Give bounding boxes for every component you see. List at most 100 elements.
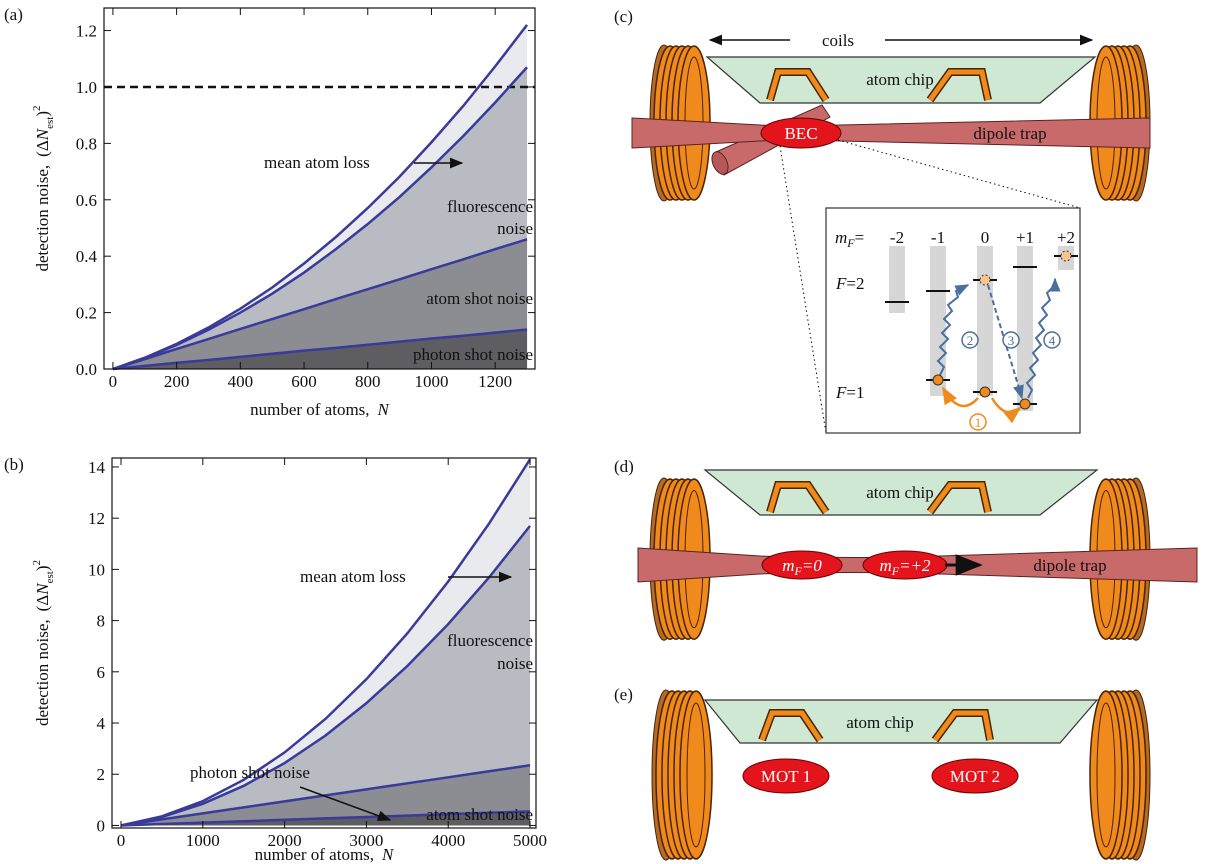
annotation-arrow	[299, 786, 392, 821]
transfer	[990, 397, 1022, 424]
trap-label: dipole trap	[1033, 556, 1106, 575]
annotation: noise	[497, 654, 533, 673]
cloud-label: mF=0	[782, 556, 822, 578]
x-tick-label: 3000	[349, 831, 383, 850]
noise-line	[120, 458, 532, 827]
cloud-label: mF=+2	[879, 556, 931, 578]
noise-line	[112, 328, 528, 371]
y-label-close: )	[33, 565, 52, 571]
y-tick-label: 0.6	[76, 191, 97, 210]
y-label-close: )	[33, 111, 52, 117]
atom	[1060, 250, 1072, 262]
mf-eq: =	[855, 228, 865, 247]
bec	[760, 117, 842, 149]
x-tick-label: 0	[109, 372, 118, 391]
cloud-m: m	[782, 556, 794, 575]
level-bar	[1017, 246, 1033, 411]
cloud-sub: F	[891, 564, 900, 578]
atom	[979, 386, 991, 398]
y-axis-label: detection noise, (ΔNest)2	[31, 560, 56, 726]
step-circle	[1002, 331, 1020, 349]
x-axis-label: number of atoms, N	[255, 845, 395, 864]
y-tick-label: 0.4	[76, 247, 98, 266]
x-tick-label: 1200	[478, 372, 512, 391]
step-label: 2	[967, 333, 974, 348]
cloud-sub: F	[793, 564, 802, 578]
x-tick-label: 200	[164, 372, 190, 391]
zoom-line	[837, 139, 1081, 209]
annotation: fluorescence	[447, 197, 533, 216]
cloud-value: =+2	[899, 556, 931, 575]
x-label-var: N	[377, 400, 391, 419]
chip-label: atom chip	[866, 483, 934, 502]
bec-label: BEC	[784, 124, 817, 143]
x-tick-label: 5000	[513, 831, 547, 850]
y-tick-label: 1.0	[76, 78, 97, 97]
y-tick-label: 12	[88, 509, 105, 528]
level-bar	[889, 246, 905, 313]
step-circle	[969, 413, 987, 431]
panel-label: (e)	[614, 685, 633, 704]
transition	[1025, 277, 1061, 399]
x-tick-label: 0	[117, 831, 126, 850]
x-tick-label: 1000	[414, 372, 448, 391]
y-label-sub: est	[44, 571, 56, 583]
y-label-sub: est	[44, 117, 56, 129]
y-tick-label: 0	[97, 816, 106, 835]
right-coil	[1089, 689, 1151, 861]
plot-frame	[111, 457, 537, 829]
wire	[927, 482, 991, 514]
noise-line	[120, 810, 531, 827]
annotation: noise	[497, 219, 533, 238]
x-tick-label: 400	[228, 372, 254, 391]
y-tick-label: 0.8	[76, 134, 97, 153]
atom	[979, 274, 991, 286]
step-circle	[1043, 331, 1061, 349]
f-symbol: F	[835, 274, 847, 293]
dipole-trap	[631, 117, 1151, 149]
level-label: -2	[890, 228, 904, 247]
f-value: =2	[846, 274, 864, 293]
y-label-sup: 2	[31, 560, 43, 566]
y-label-var: N	[33, 127, 52, 141]
x-label-text: number of atoms,	[255, 845, 374, 864]
wire	[932, 710, 993, 742]
y-label-sup: 2	[31, 105, 43, 111]
y-label-var: N	[33, 582, 52, 596]
mot-label: MOT 2	[950, 767, 1000, 786]
y-tick-label: 0.2	[76, 304, 97, 323]
panel-label: (c)	[614, 7, 633, 26]
annotation: photon shot noise	[190, 763, 310, 782]
noise-line	[112, 238, 528, 371]
wire	[759, 710, 823, 742]
y-tick-label: 1.2	[76, 22, 97, 41]
chip-label: atom chip	[846, 713, 914, 732]
wire	[767, 69, 829, 102]
x-tick-label: 600	[291, 372, 317, 391]
mf-label: mF=	[835, 228, 864, 250]
cloud	[761, 550, 843, 580]
x-label-text: number of atoms,	[250, 400, 369, 419]
step-label: 3	[1008, 333, 1015, 348]
cloud-value: =0	[802, 556, 822, 575]
y-tick-label: 8	[97, 612, 106, 631]
atom	[932, 374, 944, 386]
annotation: atom shot noise	[426, 289, 533, 308]
mot	[742, 758, 830, 794]
level-label: 0	[981, 228, 990, 247]
step-label: 1	[975, 415, 982, 430]
y-label-text: detection noise,	[33, 165, 52, 272]
wire	[927, 69, 991, 102]
chip-label: atom chip	[866, 70, 934, 89]
y-tick-label: 2	[97, 765, 106, 784]
zoom-line	[779, 145, 827, 434]
f-symbol: F	[835, 383, 847, 402]
plot-frame	[103, 7, 536, 370]
atom	[1019, 398, 1031, 410]
trap-label: dipole trap	[973, 124, 1046, 143]
level-label: -1	[931, 228, 945, 247]
beam-end	[711, 151, 729, 175]
y-axis-label: detection noise, (ΔNest)2	[31, 105, 56, 271]
level-bar	[930, 246, 946, 396]
